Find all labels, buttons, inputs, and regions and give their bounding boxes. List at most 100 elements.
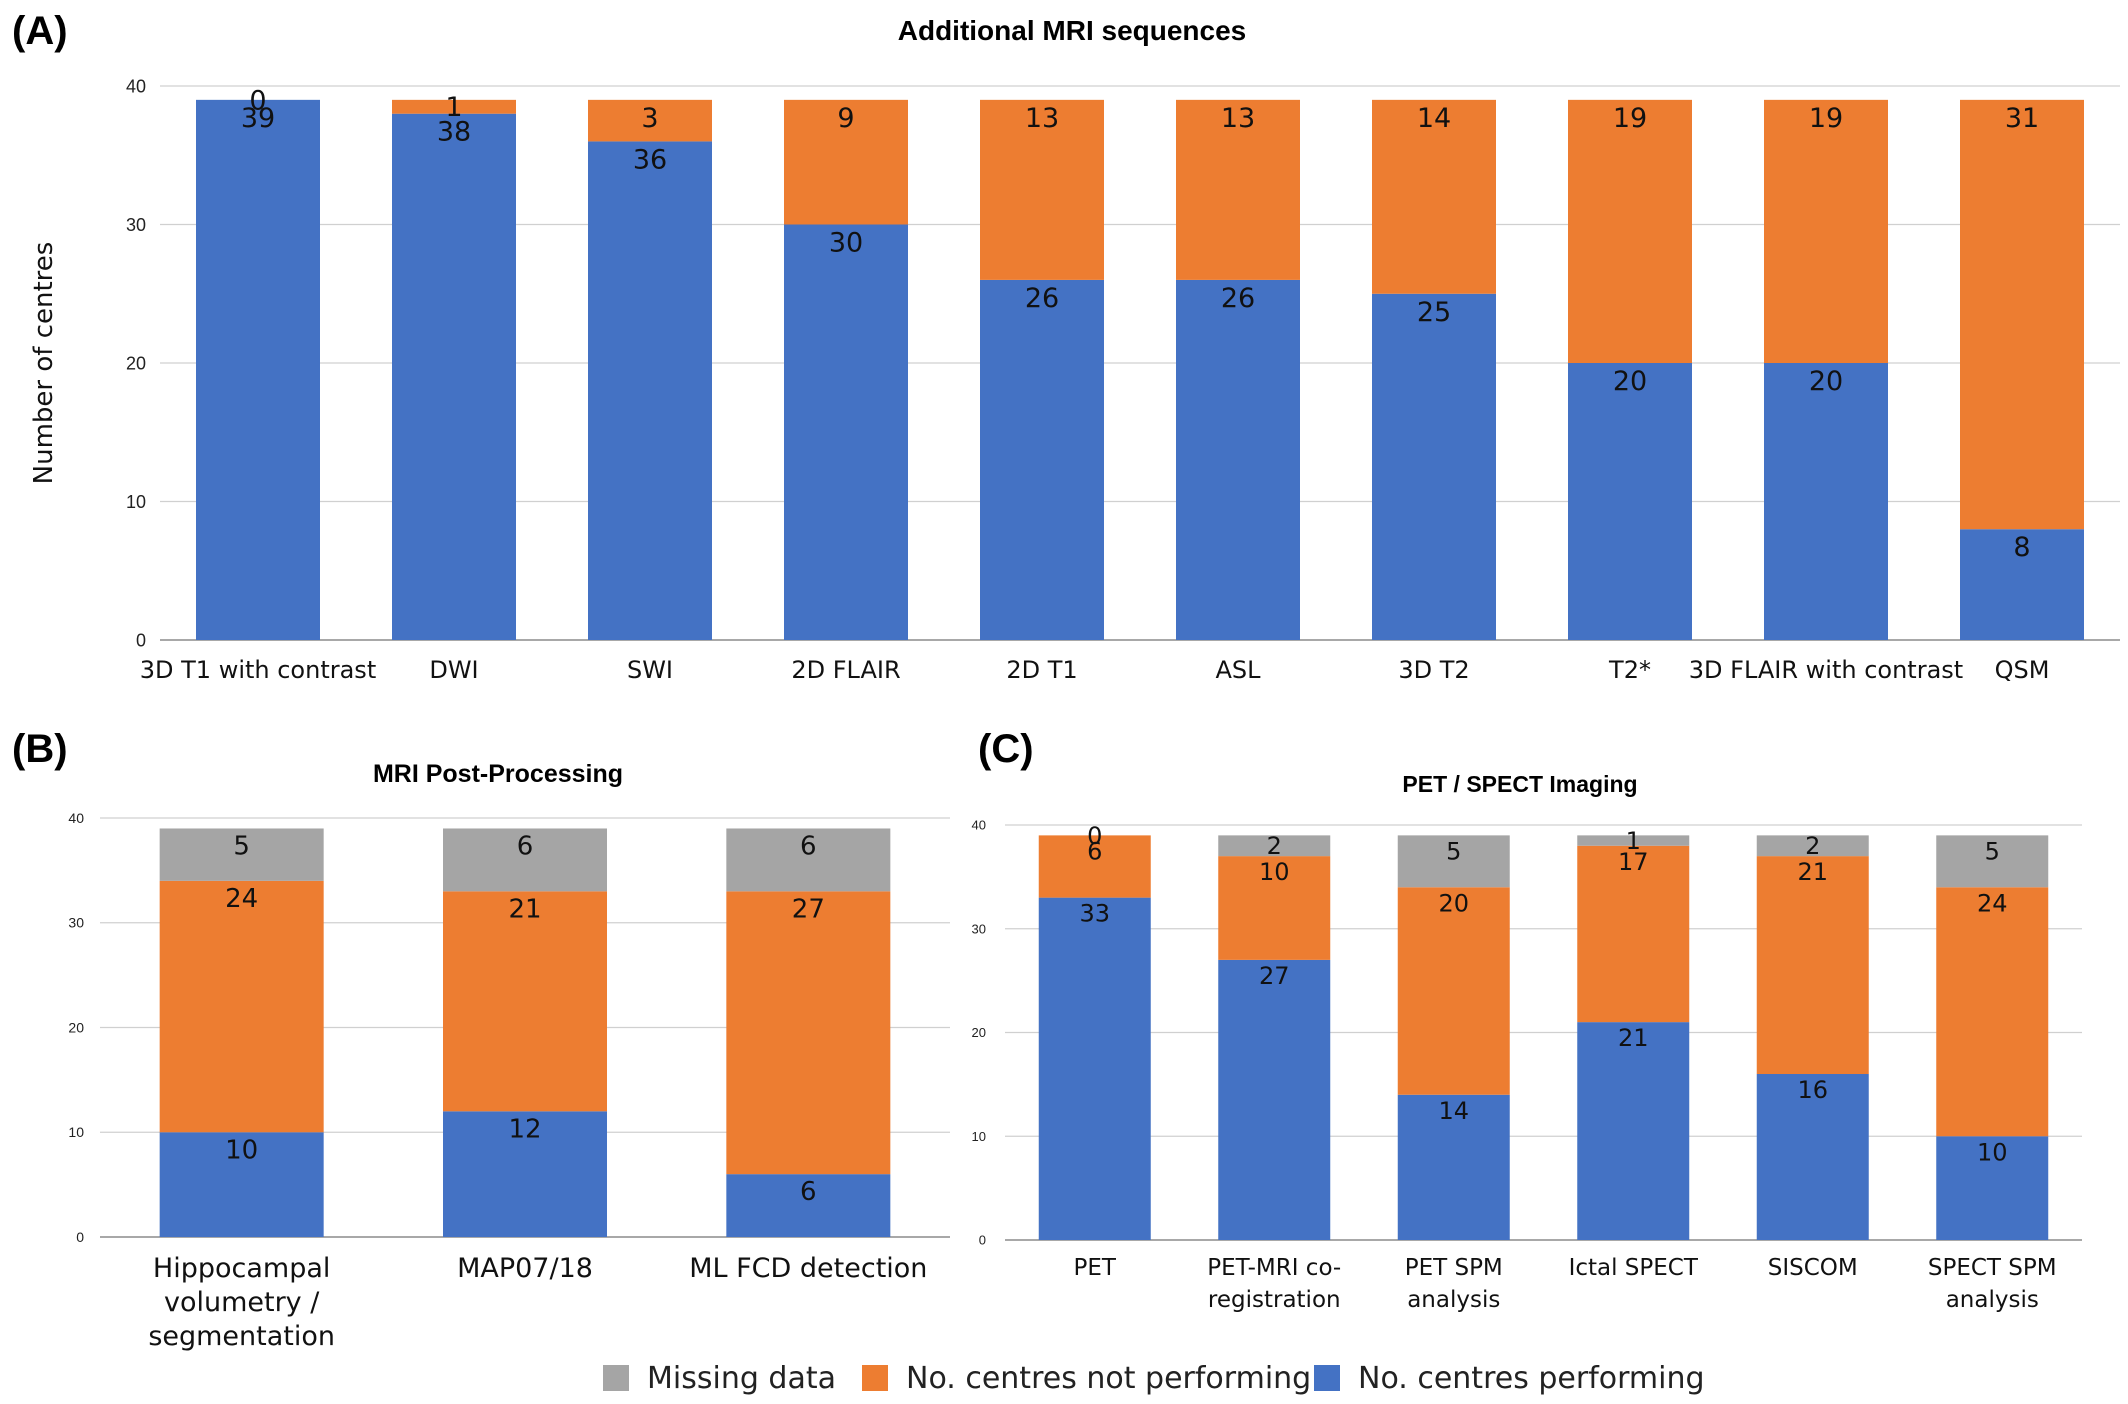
panel-b-chart: (B) MRI Post-Processing 0 10 20 30 40 10 24 5 Hipp… bbox=[12, 727, 950, 1352]
bar-performing bbox=[196, 99, 320, 641]
data-label: 9 bbox=[837, 103, 854, 134]
bar-not-performing bbox=[1372, 99, 1496, 294]
chart-title: Additional MRI sequences bbox=[898, 15, 1247, 46]
y-tick-label: 10 bbox=[68, 1124, 84, 1140]
y-tick-label: 0 bbox=[76, 1229, 84, 1245]
category-label: SPECT SPM analysis bbox=[1928, 1255, 2057, 1313]
bar-performing bbox=[1568, 363, 1692, 640]
category-label: Ictal SPECT bbox=[1569, 1255, 1699, 1281]
bar-missing bbox=[159, 828, 324, 881]
bar-not-performing bbox=[443, 891, 607, 1112]
data-label: 5 bbox=[1985, 837, 2000, 865]
data-label: 21 bbox=[1618, 1024, 1649, 1052]
data-label: 27 bbox=[1259, 962, 1290, 990]
y-tick-label: 20 bbox=[126, 353, 146, 373]
data-label: 10 bbox=[225, 1135, 258, 1165]
panel-letter: (C) bbox=[978, 727, 1034, 771]
bar-performing bbox=[1936, 1136, 2049, 1240]
data-label: 21 bbox=[1797, 858, 1828, 886]
category-label: ASL bbox=[1215, 656, 1261, 684]
data-label: 20 bbox=[1613, 366, 1647, 397]
category-label: DWI bbox=[429, 656, 478, 684]
bar-performing bbox=[1176, 279, 1300, 640]
legend-label: Missing data bbox=[647, 1361, 836, 1396]
category-label: 2D T1 bbox=[1006, 656, 1077, 684]
bar-missing bbox=[1218, 835, 1331, 857]
bar-missing bbox=[1756, 835, 1869, 857]
bar-performing bbox=[1960, 529, 2084, 640]
y-tick-label: 40 bbox=[972, 818, 986, 833]
legend-swatch-not-performing bbox=[862, 1365, 888, 1391]
data-label: 19 bbox=[1809, 103, 1843, 134]
y-tick-label: 30 bbox=[972, 921, 986, 936]
bar-not-performing bbox=[1936, 887, 2049, 1137]
bar-performing bbox=[784, 224, 908, 640]
legend-swatch-missing bbox=[603, 1365, 629, 1391]
bar-not-performing bbox=[980, 99, 1104, 280]
data-label: 12 bbox=[508, 1114, 541, 1144]
data-label: 1 bbox=[1626, 827, 1641, 855]
panel-letter: (A) bbox=[12, 9, 68, 53]
legend: Missing data No. centres not performing No… bbox=[603, 1361, 1705, 1396]
bar-missing bbox=[1397, 835, 1510, 888]
category-label: 3D FLAIR with contrast bbox=[1689, 656, 1963, 684]
bar-performing bbox=[1756, 1074, 1869, 1240]
bar-performing bbox=[392, 113, 516, 640]
data-label: 20 bbox=[1809, 366, 1843, 397]
category-label: 2D FLAIR bbox=[791, 656, 900, 684]
bar-performing bbox=[159, 1132, 324, 1237]
bar-performing bbox=[1764, 363, 1888, 640]
category-label: PET SPM analysis bbox=[1405, 1255, 1503, 1313]
bar-not-performing bbox=[784, 99, 908, 225]
data-label: 1 bbox=[445, 92, 462, 123]
category-label: SWI bbox=[627, 656, 673, 684]
data-label: 38 bbox=[437, 117, 471, 148]
data-label: 13 bbox=[1221, 103, 1255, 134]
data-label: 10 bbox=[1977, 1138, 2008, 1166]
data-label: 5 bbox=[1446, 837, 1461, 865]
data-label: 26 bbox=[1025, 283, 1059, 314]
data-label: 10 bbox=[1259, 858, 1290, 886]
bar-performing bbox=[1577, 1022, 1690, 1240]
data-label: 24 bbox=[1977, 889, 2008, 917]
bar-not-performing bbox=[726, 891, 891, 1175]
data-label: 13 bbox=[1025, 103, 1059, 134]
category-label: PET-MRI co-registration bbox=[1207, 1255, 1341, 1313]
legend-swatch-performing bbox=[1314, 1365, 1340, 1391]
data-label: 25 bbox=[1417, 297, 1451, 328]
category-label: 3D T1 with contrast bbox=[140, 656, 376, 684]
data-label: 8 bbox=[2013, 532, 2030, 563]
data-label: 21 bbox=[508, 894, 541, 924]
legend-label: No. centres not performing bbox=[906, 1361, 1311, 1396]
data-label: 33 bbox=[1079, 900, 1110, 928]
data-label: 27 bbox=[792, 894, 825, 924]
category-label: 3D T2 bbox=[1398, 656, 1469, 684]
category-label: ML FCD detection bbox=[689, 1253, 927, 1284]
data-label: 16 bbox=[1797, 1076, 1828, 1104]
legend-label: No. centres performing bbox=[1358, 1361, 1705, 1396]
bar-not-performing bbox=[1764, 99, 1888, 363]
bar-performing bbox=[726, 1174, 891, 1237]
data-label: 6 bbox=[517, 831, 534, 861]
category-label: Hippocampal volumetry / segmentation bbox=[148, 1253, 335, 1352]
y-tick-label: 0 bbox=[136, 630, 146, 650]
y-tick-label: 30 bbox=[68, 915, 84, 931]
data-label: 24 bbox=[225, 884, 258, 914]
bar-not-performing bbox=[1397, 887, 1510, 1095]
data-label: 14 bbox=[1438, 1097, 1469, 1125]
y-tick-label: 10 bbox=[972, 1129, 986, 1144]
chart-title: PET / SPECT Imaging bbox=[1402, 771, 1637, 797]
data-label: 26 bbox=[1221, 283, 1255, 314]
data-label: 20 bbox=[1438, 889, 1469, 917]
data-label: 6 bbox=[1087, 837, 1102, 865]
data-label: 6 bbox=[800, 1177, 817, 1207]
bar-not-performing bbox=[1756, 856, 1869, 1074]
data-label: 3 bbox=[641, 103, 658, 134]
panel-a-chart: (A) Additional MRI sequences010203040Numb… bbox=[12, 9, 2120, 684]
bar-not-performing bbox=[392, 99, 516, 114]
data-label: 0 bbox=[1087, 822, 1102, 850]
bar-performing bbox=[1397, 1094, 1510, 1240]
data-label: 36 bbox=[633, 144, 667, 175]
bar-not-performing bbox=[1960, 99, 2084, 530]
